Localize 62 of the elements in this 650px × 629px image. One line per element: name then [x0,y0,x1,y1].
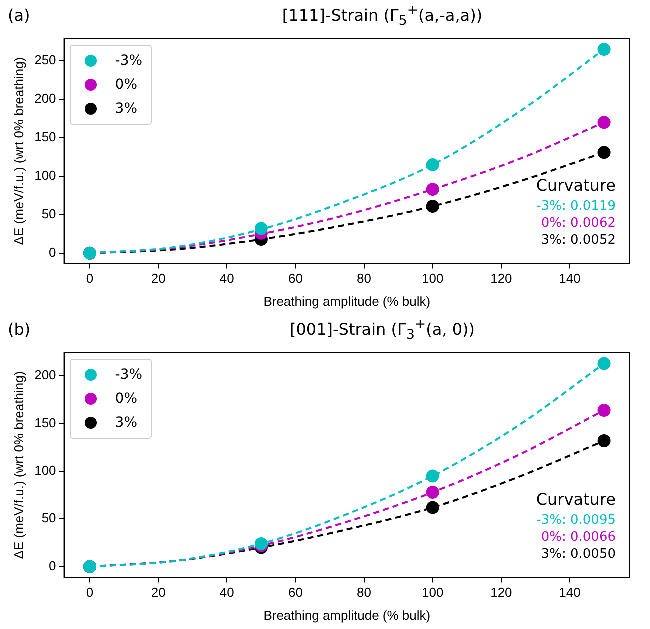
x-tick-label: 20 [151,271,166,286]
x-tick-label: 120 [490,585,512,600]
legend-label: 0% [115,390,138,407]
y-tick-label: 0 [49,244,56,260]
y-tick-label: 250 [34,52,56,68]
legend-label: -3% [115,366,143,383]
chart-title: [001]-Strain (Γ$_{3}$$^{+}$(a, 0)) [289,318,475,344]
point [426,183,440,196]
annotation: 0%: 0.0066 [541,530,616,545]
x-tick-label: 140 [559,271,581,286]
x-tick-label: 100 [422,585,444,600]
x-tick-label: 20 [151,585,166,600]
y-axis-title: ΔE (meV/f.u.) (wrt 0% breathing) [11,371,26,560]
legend-label: 3% [115,414,138,431]
annotation: 0%: 0.0062 [541,216,616,231]
y-tick-label: 200 [34,368,56,383]
text: (a) [8,6,30,26]
chart-title: [111]-Strain (Γ$_{5}$$^{+}$(a,-a,a)) [281,4,483,30]
x-tick-label: 0 [86,271,94,286]
x-tick-label: 80 [357,271,372,286]
legend-label: 3% [115,100,138,117]
x-tick-label: 120 [490,271,512,286]
annotation: -3%: 0.0119 [536,198,616,214]
annotation: Curvature [536,490,616,509]
x-tick-label: 60 [288,585,303,600]
x-tick-label: 100 [422,271,444,286]
x-tick-label: 40 [220,271,234,286]
point [426,501,440,514]
y-tick-label: 50 [42,206,56,222]
y-tick-label: 150 [34,130,56,145]
y-tick-label: 200 [34,91,56,106]
y-tick-label: 50 [42,510,56,526]
x-tick-label: 40 [220,585,234,600]
point [598,146,611,160]
point [426,486,440,499]
x-tick-label: 0 [86,585,94,600]
text: (b) [8,320,31,340]
point [426,200,440,213]
annotation: Curvature [536,176,616,195]
legend-label: -3% [115,52,143,69]
legend-label: 0% [115,76,138,93]
annotation: 3%: 0.0050 [541,546,616,562]
x-tick-label: 80 [357,585,372,600]
point [598,404,611,417]
x-axis-title: Breathing amplitude (% bulk) [264,294,431,309]
annotation: 3%: 0.0052 [541,232,616,248]
point [598,434,611,448]
annotation: -3%: 0.0095 [536,512,616,528]
point [254,222,268,236]
x-tick-label: 140 [559,585,581,600]
y-axis-title: ΔE (meV/f.u.) (wrt 0% breathing) [11,57,26,246]
x-axis-title: Breathing amplitude (% bulk) [264,608,431,623]
x-tick-label: 60 [288,271,303,286]
y-tick-label: 0 [49,558,56,574]
point [598,43,611,56]
point [426,158,440,172]
point [598,357,611,370]
y-tick-label: 150 [34,415,56,430]
point [426,470,440,483]
point [598,116,611,130]
y-tick-label: 100 [34,463,56,478]
y-tick-label: 100 [34,168,56,184]
